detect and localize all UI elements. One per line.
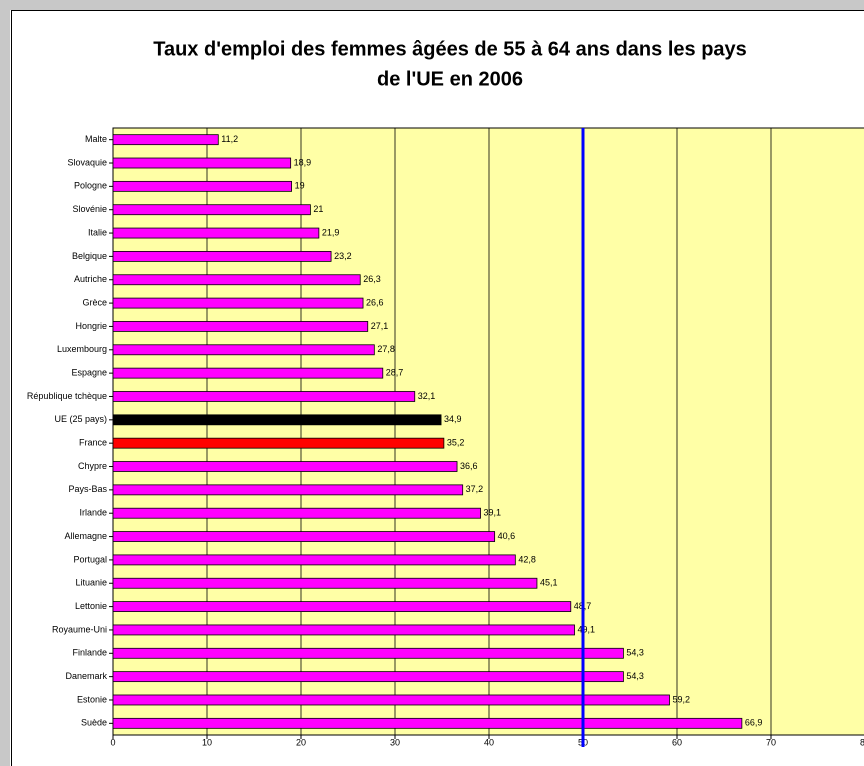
value-label: 19 (295, 181, 305, 191)
y-tick-label: Espagne (71, 368, 107, 378)
value-label: 21 (313, 204, 323, 214)
value-label: 54,3 (626, 671, 644, 681)
bar (112, 204, 311, 216)
y-tick-label: Italie (88, 227, 107, 237)
chart-title: de l'UE en 2006 (377, 68, 523, 90)
value-label: 59,2 (672, 694, 690, 704)
y-tick-label: Chypre (78, 461, 107, 471)
x-tick-label: 10 (202, 737, 212, 747)
y-tick-label: Estonie (77, 694, 107, 704)
value-label: 42,8 (518, 554, 536, 564)
bar (112, 437, 445, 449)
value-label: 23,2 (334, 251, 352, 261)
y-tick-label: Lettonie (75, 601, 107, 611)
y-tick-label: Danemark (65, 671, 107, 681)
y-tick-label: France (79, 438, 107, 448)
bar (112, 554, 516, 566)
bar (112, 227, 320, 239)
y-tick-label: Slovaquie (67, 157, 107, 167)
y-tick-label: Suède (81, 718, 107, 728)
y-tick-label: Portugal (73, 554, 107, 564)
y-tick-label: UE (25 pays) (54, 414, 107, 424)
y-tick-label: Grèce (82, 297, 107, 307)
y-tick-label: Allemagne (64, 531, 107, 541)
chart-title: Taux d'emploi des femmes âgées de 55 à 6… (153, 38, 747, 60)
x-tick-label: 80 (860, 737, 864, 747)
value-label: 35,2 (447, 438, 465, 448)
value-label: 27,8 (377, 344, 395, 354)
y-tick-label: Luxembourg (57, 344, 107, 354)
bar (112, 157, 292, 169)
x-tick-label: 40 (484, 737, 494, 747)
y-tick-label: Royaume-Uni (52, 624, 107, 634)
x-tick-label: 70 (766, 737, 776, 747)
value-label: 32,1 (418, 391, 436, 401)
value-label: 36,6 (460, 461, 478, 471)
bar (112, 717, 743, 729)
value-label: 28,7 (386, 368, 404, 378)
y-tick-label: Autriche (74, 274, 107, 284)
value-label: 34,9 (444, 414, 462, 424)
y-tick-label: Lituanie (75, 578, 107, 588)
value-label: 45,1 (540, 578, 558, 588)
y-tick-label: Slovénie (72, 204, 107, 214)
x-tick-label: 30 (390, 737, 400, 747)
y-tick-label: Belgique (72, 251, 107, 261)
y-tick-label: Malte (85, 134, 107, 144)
value-label: 21,9 (322, 227, 340, 237)
value-label: 27,1 (371, 321, 389, 331)
value-label: 18,9 (294, 157, 312, 167)
bar (112, 344, 375, 356)
value-label: 40,6 (498, 531, 516, 541)
x-tick-label: 60 (672, 737, 682, 747)
y-tick-label: Pologne (74, 181, 107, 191)
bar (112, 507, 481, 519)
value-label: 66,9 (745, 718, 763, 728)
bar (112, 461, 458, 472)
value-label: 26,3 (363, 274, 381, 284)
value-label: 37,2 (466, 484, 484, 494)
bar (112, 367, 384, 379)
bar (112, 601, 572, 612)
value-label: 49,1 (578, 624, 596, 634)
x-tick-label: 20 (296, 737, 306, 747)
bar (112, 647, 624, 659)
bar (112, 321, 369, 332)
bar (112, 694, 670, 706)
bar (112, 274, 361, 286)
value-label: 54,3 (626, 648, 644, 658)
value-label: 11,2 (221, 134, 238, 144)
value-label: 39,1 (484, 508, 502, 518)
bar (112, 297, 364, 309)
bar (112, 671, 624, 683)
bar (112, 251, 332, 262)
window-frame-top (0, 0, 864, 10)
bar (112, 391, 416, 402)
bar (112, 624, 575, 636)
y-tick-label: Hongrie (75, 321, 107, 331)
bar (112, 414, 442, 426)
y-tick-label: République tchèque (27, 391, 107, 401)
y-tick-label: Irlande (79, 508, 107, 518)
x-tick-label: 0 (110, 737, 115, 747)
bar (112, 577, 538, 589)
bar (112, 134, 219, 146)
y-tick-label: Pays-Bas (68, 484, 107, 494)
window-frame-left (0, 0, 10, 766)
plot-area (112, 127, 864, 736)
bar (112, 484, 464, 496)
bar (112, 180, 293, 192)
y-tick-label: Finlande (72, 648, 107, 658)
bar (112, 531, 496, 542)
value-label: 26,6 (366, 297, 384, 307)
